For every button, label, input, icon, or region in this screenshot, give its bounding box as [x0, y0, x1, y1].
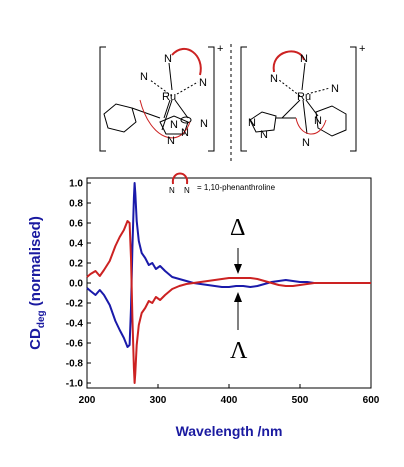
bonds-left [149, 62, 199, 131]
cd-spectrum-chart: -1.0 -0.8 -0.6 -0.4 -0.2 0.0 0.2 0.4 0.6 0.8 1.0 2… [27, 172, 380, 439]
pyridine-ring-left [103, 103, 137, 133]
bracket-left-close [208, 46, 215, 152]
y-axis-label-sub: deg [36, 310, 47, 328]
chelate-arc-left [139, 99, 191, 139]
x-axis-label: Wavelength /nm [176, 423, 283, 439]
y-tick-label: -0.6 [66, 339, 84, 350]
n-label-right-tri1: N [248, 117, 256, 129]
x-tick-label: 500 [292, 395, 309, 406]
triazole-ring-left [159, 115, 189, 135]
series-group [86, 182, 371, 384]
x-tick-label: 600 [363, 395, 380, 406]
bracket-right-close [350, 46, 357, 152]
series-line-red [86, 220, 371, 384]
y-tick-label: 0.8 [69, 199, 83, 210]
n-label-left-bottom: N [167, 135, 175, 147]
delta-arrow-head [234, 264, 242, 274]
ru-label-right: Ru [297, 91, 311, 103]
n-label-right-upper-right: N [331, 83, 339, 95]
y-tick-label: 0.0 [69, 279, 83, 290]
ru-label-left: Ru [162, 91, 176, 103]
y-tick-label: 1.0 [69, 179, 83, 190]
n-label-left-upper-right: N [199, 77, 207, 89]
pyridine-ring-right [315, 105, 347, 137]
x-tick-label: 200 [79, 395, 96, 406]
y-tick-label: 0.6 [69, 219, 83, 230]
phen-legend: N N = 1,10-phenanthroline [169, 172, 276, 195]
n-label-right-top: N [300, 53, 308, 65]
n-label-left-tri1: N [181, 127, 189, 139]
y-tick-label: -0.2 [66, 299, 84, 310]
y-tick-label: 0.2 [69, 259, 83, 270]
lambda-label: Λ [230, 338, 248, 364]
phen-legend-arc [171, 172, 189, 185]
molecule-left: + Ru N N N N N N N [99, 43, 223, 152]
molecule-right: + Ru N N N N N N N [240, 43, 365, 152]
delta-label: Δ [230, 215, 245, 241]
triazole-aromatic-left [180, 116, 192, 124]
n-label-left-top: N [164, 53, 172, 65]
x-tick-label: 400 [221, 395, 238, 406]
charge-left: + [217, 43, 223, 55]
phen-arc-left [171, 48, 202, 76]
y-tick-label: -0.4 [66, 319, 84, 330]
bracket-right-open [240, 46, 247, 152]
y-tick-label: -0.8 [66, 359, 84, 370]
y-axis-label-main: CD [27, 328, 44, 350]
y-axis-label: CDdeg (normalised) [27, 216, 47, 350]
n-label-right-upper-left: N [270, 73, 278, 85]
series-line-blue [86, 182, 371, 348]
triazole-ring-right [249, 111, 277, 133]
phen-legend-text: = 1,10-phenanthroline [197, 183, 276, 192]
x-tick-label: 300 [150, 395, 167, 406]
n-label-right-tri2: N [260, 129, 268, 141]
phen-arc-right [272, 50, 305, 73]
lambda-arrow-head [234, 292, 242, 302]
n-label-right-pyr: N [314, 115, 322, 127]
n-label-left-tri2: N [200, 118, 208, 130]
phen-legend-n1: N [169, 186, 175, 195]
n-label-left-mid: N [170, 119, 178, 131]
y-tick-label: -1.0 [66, 379, 84, 390]
chelate-arc-right [295, 117, 327, 135]
bracket-left-open [99, 46, 106, 152]
n-label-right-bottom: N [302, 137, 310, 149]
charge-right: + [359, 43, 365, 55]
x-axis: 200 300 400 500 600 [79, 384, 380, 406]
y-tick-label: 0.4 [69, 239, 83, 250]
y-axis-label-rest: (normalised) [27, 216, 44, 310]
y-axis: -1.0 -0.8 -0.6 -0.4 -0.2 0.0 0.2 0.4 0.6 0.8 1.0 [66, 179, 91, 390]
phen-legend-n2: N [184, 186, 190, 195]
n-label-left-upper-left: N [140, 71, 148, 83]
bonds-right [278, 62, 331, 135]
